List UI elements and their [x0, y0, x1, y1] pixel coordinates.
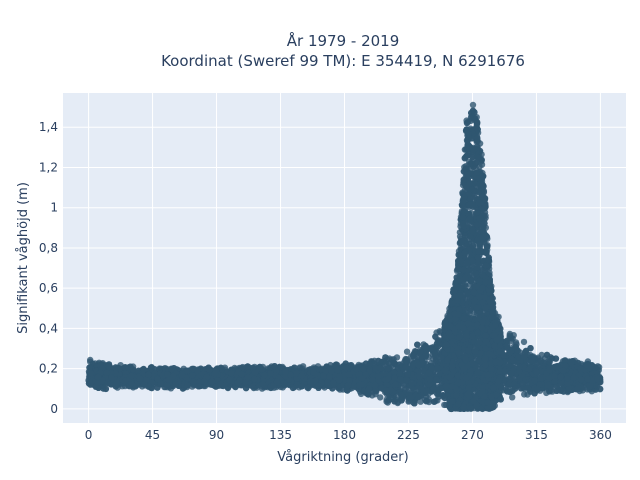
chart-title-line2: Koordinat (Sweref 99 TM): E 354419, N 62… [161, 52, 525, 70]
data-points [85, 101, 604, 413]
data-point [520, 338, 528, 346]
data-point [561, 357, 568, 364]
data-point [469, 101, 477, 109]
data-point [377, 394, 384, 401]
chart-title-line1: År 1979 - 2019 [287, 31, 400, 50]
